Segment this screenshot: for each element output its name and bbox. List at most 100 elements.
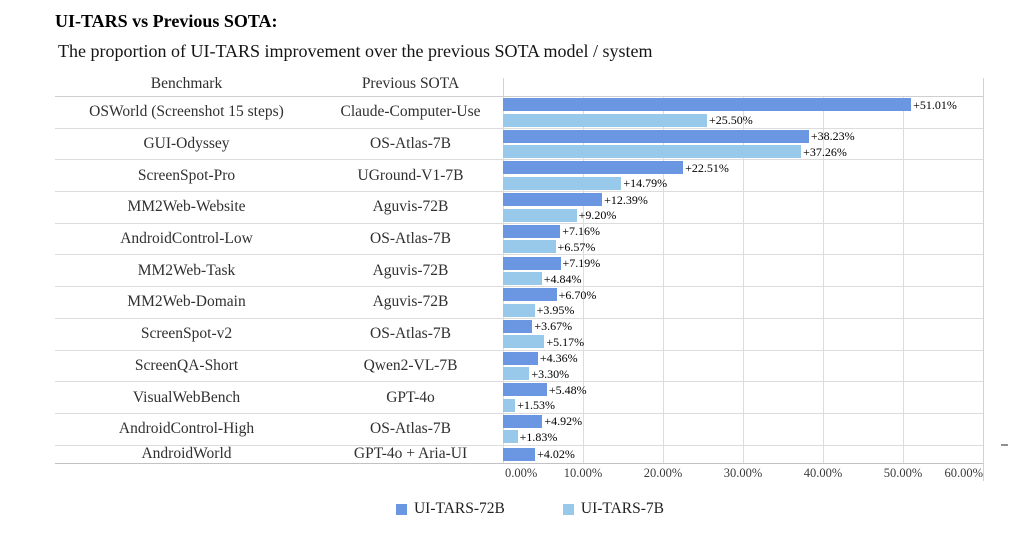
bar-ui-tars-7b bbox=[503, 398, 516, 412]
bar-ui-tars-72b bbox=[503, 447, 536, 461]
legend-item: UI-TARS-72B bbox=[395, 500, 505, 518]
bar-line: +9.20% bbox=[503, 208, 983, 222]
table-row: ScreenQA-Short Qwen2-VL-7B +4.36% +3.30% bbox=[55, 350, 983, 383]
table-row: ScreenSpot-Pro UGround-V1-7B +22.51% +14.79… bbox=[55, 160, 983, 193]
bar-value-label: +3.67% bbox=[534, 319, 573, 334]
previous-sota-name: Claude-Computer-Use bbox=[340, 103, 481, 121]
bar-ui-tars-7b bbox=[503, 367, 530, 381]
table-row: VisualWebBench GPT-4o +5.48% +1.53% bbox=[55, 382, 983, 414]
x-axis-tick: 40.00% bbox=[803, 466, 843, 480]
previous-sota-name: GPT-4o bbox=[386, 388, 435, 406]
benchmark-name: ScreenSpot-Pro bbox=[137, 166, 236, 184]
bar-value-label: +7.16% bbox=[562, 224, 601, 239]
bar-line: +3.30% bbox=[503, 366, 983, 381]
bar-value-label: +14.79% bbox=[623, 176, 668, 191]
previous-sota-name: Qwen2-VL-7B bbox=[363, 356, 458, 374]
bar-line: +5.48% bbox=[503, 382, 983, 397]
previous-sota-name: OS-Atlas-7B bbox=[370, 325, 451, 343]
table-row: AndroidWorld GPT-4o + Aria-UI +4.02% bbox=[55, 445, 983, 465]
bar-ui-tars-72b bbox=[503, 98, 912, 112]
stray-dash-mark bbox=[1001, 444, 1008, 446]
bar-ui-tars-72b bbox=[503, 319, 533, 333]
header-plot-spacer bbox=[503, 70, 983, 96]
benchmark-name: MM2Web-Task bbox=[137, 261, 236, 279]
bar-value-label: +1.83% bbox=[519, 429, 558, 444]
bar-line: +1.53% bbox=[503, 398, 983, 413]
bar-ui-tars-7b bbox=[503, 113, 707, 127]
bar-line: +51.01% bbox=[503, 98, 983, 112]
bar-line: +38.23% bbox=[503, 129, 983, 144]
bar-value-label: +4.02% bbox=[537, 447, 575, 462]
chart-title: UI-TARS vs Previous SOTA: bbox=[55, 11, 278, 31]
bar-value-label: +4.36% bbox=[539, 351, 578, 366]
bar-value-label: +25.50% bbox=[709, 113, 753, 128]
bar-ui-tars-7b bbox=[503, 272, 542, 286]
row-bars: +4.36% +3.30% bbox=[503, 350, 983, 382]
bar-line: +37.26% bbox=[503, 145, 983, 159]
bar-line: +6.70% bbox=[503, 287, 983, 302]
x-axis-tick: 20.00% bbox=[643, 466, 683, 480]
previous-sota-name: Aguvis-72B bbox=[372, 261, 449, 279]
table-rows: OSWorld (Screenshot 15 steps) Claude-Comp… bbox=[55, 97, 983, 465]
bar-ui-tars-72b bbox=[503, 414, 543, 428]
table-row: MM2Web-Domain Aguvis-72B +6.70% +3.95% bbox=[55, 287, 983, 319]
table-header-row: Benchmark Previous SOTA bbox=[55, 70, 983, 97]
row-bars: +7.16% +6.57% bbox=[503, 223, 983, 255]
bar-value-label: +1.53% bbox=[517, 398, 555, 413]
bar-ui-tars-7b bbox=[503, 176, 622, 190]
bar-line: +14.79% bbox=[503, 176, 983, 191]
bar-value-label: +38.23% bbox=[810, 129, 855, 144]
plot-left-border bbox=[503, 78, 504, 97]
row-bars: +51.01% +25.50% bbox=[503, 97, 983, 128]
bar-ui-tars-7b bbox=[503, 208, 577, 222]
benchmark-name: ScreenQA-Short bbox=[134, 356, 239, 374]
bar-value-label: +6.57% bbox=[557, 239, 596, 254]
bar-ui-tars-72b bbox=[503, 224, 561, 238]
row-bars: +4.02% bbox=[503, 445, 983, 464]
benchmark-name: GUI-Odyssey bbox=[143, 135, 230, 153]
benchmark-name: VisualWebBench bbox=[132, 388, 241, 406]
col-header-benchmark: Benchmark bbox=[150, 75, 223, 92]
benchmark-name: MM2Web-Domain bbox=[127, 293, 246, 311]
row-bars: +5.48% +1.53% bbox=[503, 382, 983, 413]
chart-subtitle: The proportion of UI-TARS improvement ov… bbox=[58, 41, 653, 61]
bar-value-label: +6.70% bbox=[558, 287, 597, 302]
bar-line: +7.19% bbox=[503, 256, 983, 270]
x-axis-tick: 30.00% bbox=[723, 466, 763, 480]
bar-line: +22.51% bbox=[503, 161, 983, 175]
bar-value-label: +4.92% bbox=[544, 414, 583, 429]
row-bars: +22.51% +14.79% bbox=[503, 160, 983, 192]
bar-value-label: +4.84% bbox=[543, 271, 582, 286]
bar-value-label: +3.95% bbox=[536, 303, 575, 318]
bar-line: +7.16% bbox=[503, 224, 983, 239]
row-bars: +7.19% +4.84% bbox=[503, 255, 983, 287]
bar-ui-tars-7b bbox=[503, 335, 545, 349]
benchmark-name: OSWorld (Screenshot 15 steps) bbox=[89, 103, 284, 121]
table-row: OSWorld (Screenshot 15 steps) Claude-Comp… bbox=[55, 97, 983, 129]
previous-sota-name: UGround-V1-7B bbox=[357, 166, 464, 184]
bar-line: +4.02% bbox=[503, 447, 983, 462]
previous-sota-name: GPT-4o + Aria-UI bbox=[353, 445, 468, 463]
x-axis-tick: 0.00% bbox=[505, 466, 538, 480]
bar-value-label: +5.48% bbox=[548, 382, 587, 397]
col-header-previous-sota: Previous SOTA bbox=[361, 75, 460, 92]
row-bars: +4.92% +1.83% bbox=[503, 413, 983, 445]
bar-ui-tars-72b bbox=[503, 383, 547, 397]
bar-ui-tars-72b bbox=[503, 193, 603, 207]
x-axis-tick: 10.00% bbox=[563, 466, 603, 480]
bar-ui-tars-7b bbox=[503, 240, 556, 254]
table-row: GUI-Odyssey OS-Atlas-7B +38.23% +37.26% bbox=[55, 128, 983, 161]
legend-swatch bbox=[562, 503, 574, 515]
x-axis-tick: 50.00% bbox=[883, 466, 923, 480]
previous-sota-name: Aguvis-72B bbox=[372, 198, 449, 216]
previous-sota-name: Aguvis-72B bbox=[372, 293, 449, 311]
bar-line: +4.36% bbox=[503, 351, 983, 366]
row-bars: +6.70% +3.95% bbox=[503, 287, 983, 318]
bar-line: +4.84% bbox=[503, 271, 983, 286]
bar-line: +4.92% bbox=[503, 414, 983, 429]
bar-line: +3.95% bbox=[503, 303, 983, 318]
bar-value-label: +3.30% bbox=[531, 366, 570, 381]
legend-label: UI-TARS-7B bbox=[580, 500, 665, 517]
bar-ui-tars-7b bbox=[503, 303, 535, 317]
legend: UI-TARS-72B UI-TARS-7B bbox=[0, 500, 1010, 518]
